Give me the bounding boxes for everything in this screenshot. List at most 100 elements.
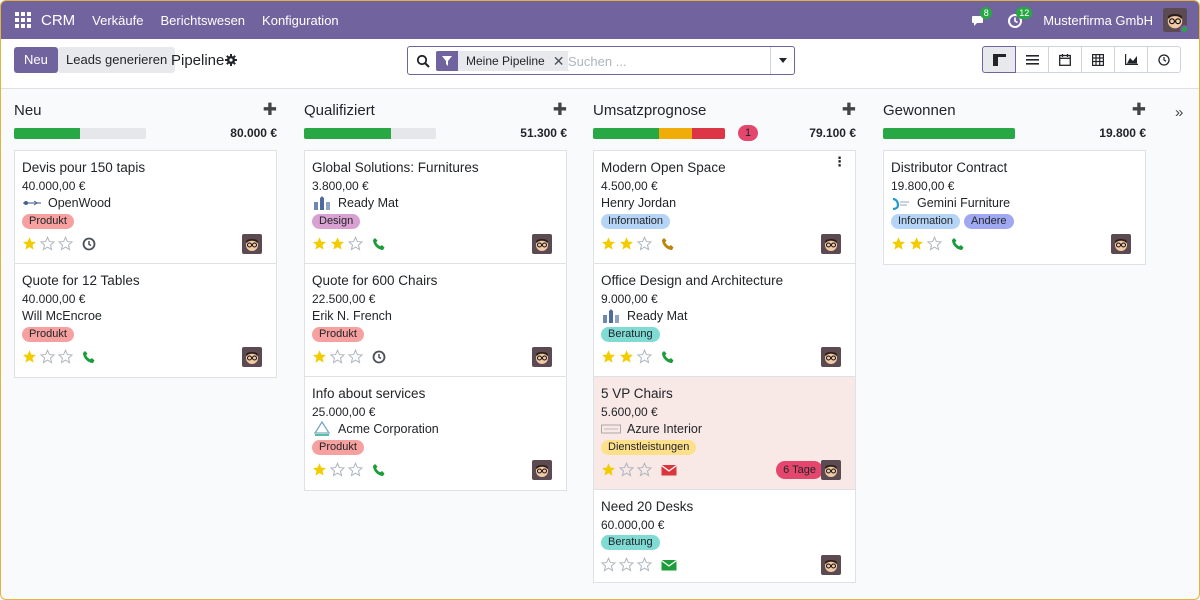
quick-create-icon[interactable]: ✚ — [1131, 100, 1146, 119]
salesperson-avatar[interactable] — [821, 347, 841, 367]
salesperson-avatar[interactable] — [821, 234, 841, 254]
progress-segment[interactable] — [883, 128, 1015, 139]
activity-clock-icon[interactable] — [82, 237, 96, 251]
star-empty-icon[interactable] — [619, 462, 634, 477]
view-activity-button[interactable] — [1147, 46, 1181, 73]
star-empty-icon[interactable] — [637, 236, 652, 251]
phone-icon[interactable] — [661, 350, 675, 364]
star-empty-icon[interactable] — [58, 349, 73, 364]
kanban-card[interactable]: Quote for 12 Tables 40.000,00 € Will McE… — [15, 264, 276, 377]
star-empty-icon[interactable] — [927, 236, 942, 251]
activity-clock-icon[interactable] — [372, 350, 386, 364]
star-empty-icon[interactable] — [637, 557, 652, 572]
view-graph-button[interactable] — [1114, 46, 1148, 73]
kanban-card[interactable]: Modern Open Space ⋮ 4.500,00 € Henry Jor… — [594, 151, 855, 264]
star-filled-icon[interactable] — [891, 236, 906, 251]
column-count-badge[interactable]: 1 — [738, 125, 759, 141]
column-title[interactable]: Gewonnen — [883, 102, 956, 119]
star-filled-icon[interactable] — [22, 349, 37, 364]
menu-item-sales[interactable]: Verkäufe — [92, 12, 144, 28]
company-switcher[interactable]: Musterfirma GmbH — [1043, 12, 1153, 28]
mail-icon[interactable] — [661, 558, 677, 572]
phone-icon[interactable] — [661, 237, 675, 251]
kanban-card[interactable]: Office Design and Architecture 9.000,00 … — [594, 264, 855, 377]
star-empty-icon[interactable] — [40, 236, 55, 251]
star-empty-icon[interactable] — [348, 462, 363, 477]
column-title[interactable]: Qualifiziert — [304, 102, 375, 119]
card-menu-icon[interactable]: ⋮ — [833, 154, 846, 169]
salesperson-avatar[interactable] — [242, 347, 262, 367]
progress-segment[interactable] — [692, 128, 725, 139]
activity-menu[interactable]: 12 — [1007, 7, 1033, 30]
view-list-button[interactable] — [1015, 46, 1049, 73]
star-empty-icon[interactable] — [58, 236, 73, 251]
search-options-toggle[interactable] — [770, 47, 794, 74]
star-filled-icon[interactable] — [330, 236, 345, 251]
star-filled-icon[interactable] — [601, 462, 616, 477]
column-progress-bar[interactable] — [304, 128, 436, 139]
mail-icon[interactable] — [661, 463, 677, 477]
salesperson-avatar[interactable] — [821, 555, 841, 575]
star-filled-icon[interactable] — [312, 236, 327, 251]
phone-icon[interactable] — [372, 463, 386, 477]
phone-icon[interactable] — [82, 350, 96, 364]
generate-leads-button[interactable]: Leads generieren — [58, 47, 176, 73]
salesperson-avatar[interactable] — [242, 234, 262, 254]
progress-segment[interactable] — [593, 128, 659, 139]
salesperson-avatar[interactable] — [532, 234, 552, 254]
view-calendar-button[interactable] — [1048, 46, 1082, 73]
kanban-card[interactable]: 5 VP Chairs 5.600,00 € Azure Interior Di… — [594, 377, 855, 490]
salesperson-avatar[interactable] — [532, 460, 552, 480]
star-empty-icon[interactable] — [330, 349, 345, 364]
search-input[interactable] — [568, 52, 758, 70]
star-empty-icon[interactable] — [348, 236, 363, 251]
view-pivot-button[interactable] — [1081, 46, 1115, 73]
kanban-card[interactable]: Distributor Contract 19.800,00 € Gemini … — [884, 151, 1145, 264]
phone-icon[interactable] — [372, 237, 386, 251]
star-empty-icon[interactable] — [40, 349, 55, 364]
search-icon[interactable] — [416, 54, 430, 68]
messaging-menu[interactable]: 8 — [971, 7, 993, 30]
star-empty-icon[interactable] — [601, 557, 616, 572]
quick-create-icon[interactable]: ✚ — [262, 100, 277, 119]
star-filled-icon[interactable] — [909, 236, 924, 251]
star-empty-icon[interactable] — [330, 462, 345, 477]
remove-facet-icon[interactable]: ✕ — [552, 52, 565, 69]
progress-segment[interactable] — [14, 128, 80, 139]
column-title[interactable]: Umsatzprognose — [593, 102, 707, 119]
app-brand[interactable]: CRM — [41, 11, 76, 29]
column-progress-bar[interactable] — [593, 128, 725, 139]
kanban-card[interactable]: Global Solutions: Furnitures 3.800,00 € … — [305, 151, 566, 264]
progress-segment[interactable] — [659, 128, 692, 139]
star-empty-icon[interactable] — [619, 557, 634, 572]
kanban-card[interactable]: Quote for 600 Chairs 22.500,00 € Erik N.… — [305, 264, 566, 377]
kanban-card[interactable]: Info about services 25.000,00 € Acme Cor… — [305, 377, 566, 490]
star-filled-icon[interactable] — [601, 349, 616, 364]
star-filled-icon[interactable] — [22, 236, 37, 251]
gear-icon[interactable] — [225, 54, 237, 66]
column-progress-bar[interactable] — [14, 128, 146, 139]
salesperson-avatar[interactable] — [821, 460, 841, 480]
view-kanban-button[interactable] — [982, 46, 1016, 73]
star-empty-icon[interactable] — [637, 462, 652, 477]
menu-item-configuration[interactable]: Konfiguration — [262, 12, 339, 28]
quick-create-icon[interactable]: ✚ — [841, 100, 856, 119]
salesperson-avatar[interactable] — [532, 347, 552, 367]
fold-columns-icon[interactable]: » — [1175, 104, 1184, 121]
star-filled-icon[interactable] — [601, 236, 616, 251]
star-filled-icon[interactable] — [312, 462, 327, 477]
star-empty-icon[interactable] — [348, 349, 363, 364]
star-empty-icon[interactable] — [637, 349, 652, 364]
phone-icon[interactable] — [951, 237, 965, 251]
user-avatar[interactable] — [1163, 8, 1189, 34]
apps-grid-icon[interactable] — [15, 12, 31, 28]
new-button[interactable]: Neu — [14, 47, 58, 73]
salesperson-avatar[interactable] — [1111, 234, 1131, 254]
progress-segment[interactable] — [304, 128, 392, 139]
menu-item-reporting[interactable]: Berichtswesen — [160, 12, 246, 28]
star-filled-icon[interactable] — [312, 349, 327, 364]
kanban-card[interactable]: Devis pour 150 tapis 40.000,00 € OpenWoo… — [15, 151, 276, 264]
star-filled-icon[interactable] — [619, 349, 634, 364]
column-progress-bar[interactable] — [883, 128, 1015, 139]
quick-create-icon[interactable]: ✚ — [552, 100, 567, 119]
